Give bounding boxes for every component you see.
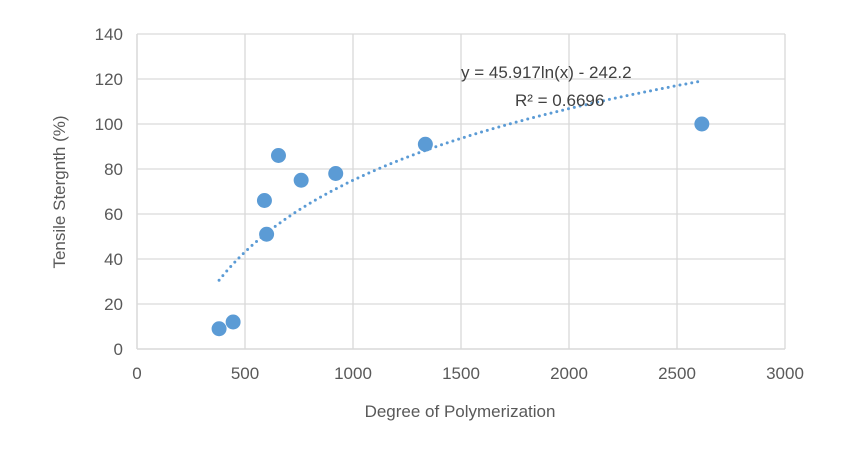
y-tick-label: 60 — [104, 205, 123, 224]
x-tick-label: 3000 — [766, 364, 804, 383]
y-tick-label: 80 — [104, 160, 123, 179]
data-point — [211, 321, 227, 337]
x-tick-label: 2000 — [550, 364, 588, 383]
y-tick-label: 120 — [95, 70, 123, 89]
y-tick-label: 140 — [95, 25, 123, 44]
data-point — [256, 193, 272, 208]
y-tick-label: 40 — [104, 250, 123, 269]
data-point — [259, 226, 275, 242]
tick-labels: 0 20 40 60 80 100 120 140 0 500 1000 1500 2000 2500 30… — [95, 25, 804, 383]
x-tick-label: 2500 — [658, 364, 696, 383]
data-point — [225, 314, 241, 330]
x-tick-label: 1000 — [334, 364, 372, 383]
y-tick-label: 20 — [104, 295, 123, 314]
y-tick-label: 0 — [114, 340, 123, 359]
x-tick-label: 1500 — [442, 364, 480, 383]
trendline-equation: y = 45.917ln(x) - 242.2 — [461, 63, 632, 82]
x-tick-label: 500 — [231, 364, 259, 383]
data-point — [328, 166, 344, 181]
x-axis-title: Degree of Polymerization — [365, 402, 556, 421]
y-tick-label: 100 — [95, 115, 123, 134]
data-point — [417, 136, 433, 152]
trendline-path — [217, 79, 704, 282]
gridlines — [137, 33, 786, 349]
data-point — [293, 172, 309, 188]
trendline — [217, 79, 704, 282]
axes — [136, 34, 785, 350]
data-point — [270, 148, 286, 163]
data-points — [211, 116, 710, 337]
trendline-r-squared: R² = 0.6696 — [515, 91, 604, 110]
x-tick-label: 0 — [132, 364, 141, 383]
data-point — [694, 116, 710, 132]
y-axis-title: Tensile Stergnth (%) — [50, 115, 69, 268]
